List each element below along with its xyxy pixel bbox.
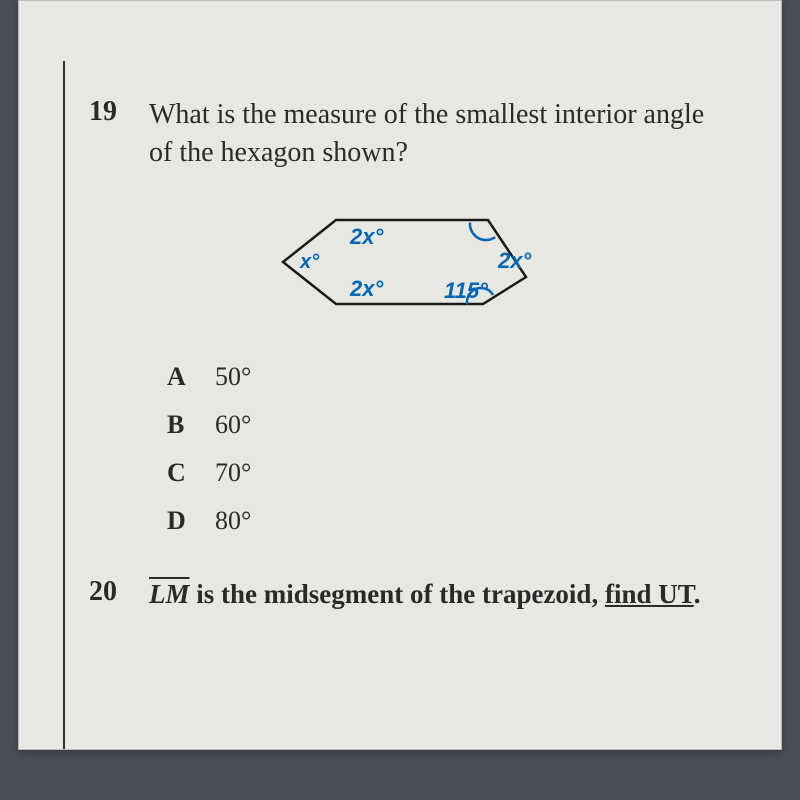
question-19: 19 What is the measure of the smallest i…: [89, 96, 721, 536]
content-area: 19 What is the measure of the smallest i…: [19, 1, 781, 683]
option-row[interactable]: C70°: [167, 458, 721, 488]
question-text: LM is the midsegment of the trapezoid, f…: [149, 576, 700, 614]
option-row[interactable]: A50°: [167, 362, 721, 392]
option-letter: B: [167, 410, 215, 440]
option-letter: C: [167, 458, 215, 488]
answer-options: A50°B60°C70°D80°: [167, 362, 721, 536]
option-letter: D: [167, 506, 215, 536]
option-value: 50°: [215, 362, 251, 392]
diagram-container: 2x° x° 2x° 2x° 115°: [89, 192, 721, 332]
find-target: find UT: [605, 579, 694, 609]
option-value: 70°: [215, 458, 251, 488]
question-text: What is the measure of the smallest inte…: [149, 96, 721, 172]
option-row[interactable]: D80°: [167, 506, 721, 536]
hexagon-diagram: 2x° x° 2x° 2x° 115°: [258, 192, 553, 332]
question-number: 20: [89, 576, 125, 608]
question-20: 20 LM is the midsegment of the trapezoid…: [89, 576, 721, 614]
angle-label: 2x°: [497, 248, 531, 273]
segment-notation: LM: [149, 579, 190, 609]
question-header: 19 What is the measure of the smallest i…: [89, 96, 721, 172]
angle-label: 115°: [444, 278, 488, 303]
option-row[interactable]: B60°: [167, 410, 721, 440]
margin-line: [63, 61, 65, 749]
question-header: 20 LM is the midsegment of the trapezoid…: [89, 576, 721, 614]
page: 19 What is the measure of the smallest i…: [18, 0, 782, 750]
option-letter: A: [167, 362, 215, 392]
angle-label: 2x°: [349, 224, 383, 249]
angle-label: 2x°: [349, 276, 383, 301]
option-value: 80°: [215, 506, 251, 536]
option-value: 60°: [215, 410, 251, 440]
text-middle: is the midsegment of the trapezoid,: [190, 579, 605, 609]
question-number: 19: [89, 96, 125, 128]
angle-label: x°: [299, 251, 320, 273]
period: .: [694, 579, 701, 609]
